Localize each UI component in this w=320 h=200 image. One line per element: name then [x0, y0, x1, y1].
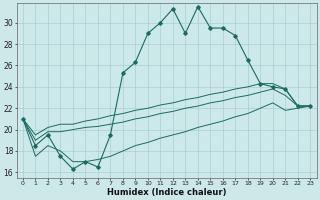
X-axis label: Humidex (Indice chaleur): Humidex (Indice chaleur)	[107, 188, 226, 197]
